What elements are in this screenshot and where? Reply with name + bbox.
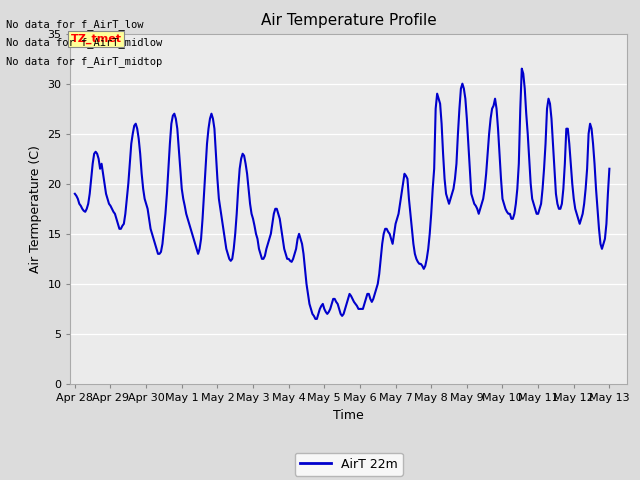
- Legend: AirT 22m: AirT 22m: [295, 453, 403, 476]
- Title: Air Temperature Profile: Air Temperature Profile: [261, 13, 436, 28]
- Text: No data for f_AirT_midlow: No data for f_AirT_midlow: [6, 37, 163, 48]
- Y-axis label: Air Termperature (C): Air Termperature (C): [29, 145, 42, 273]
- Text: TZ_tmet: TZ_tmet: [70, 34, 122, 44]
- X-axis label: Time: Time: [333, 408, 364, 421]
- Text: No data for f_AirT_low: No data for f_AirT_low: [6, 19, 144, 30]
- Text: No data for f_AirT_midtop: No data for f_AirT_midtop: [6, 56, 163, 67]
